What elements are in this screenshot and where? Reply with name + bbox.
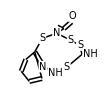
Text: NH: NH: [83, 49, 98, 59]
Text: S: S: [68, 35, 74, 45]
Text: S: S: [64, 62, 70, 73]
Text: O: O: [69, 11, 76, 21]
Text: N: N: [39, 62, 47, 72]
Text: S: S: [77, 40, 83, 50]
Text: NH: NH: [49, 68, 63, 78]
Text: S: S: [39, 33, 45, 43]
Text: N: N: [53, 28, 60, 38]
